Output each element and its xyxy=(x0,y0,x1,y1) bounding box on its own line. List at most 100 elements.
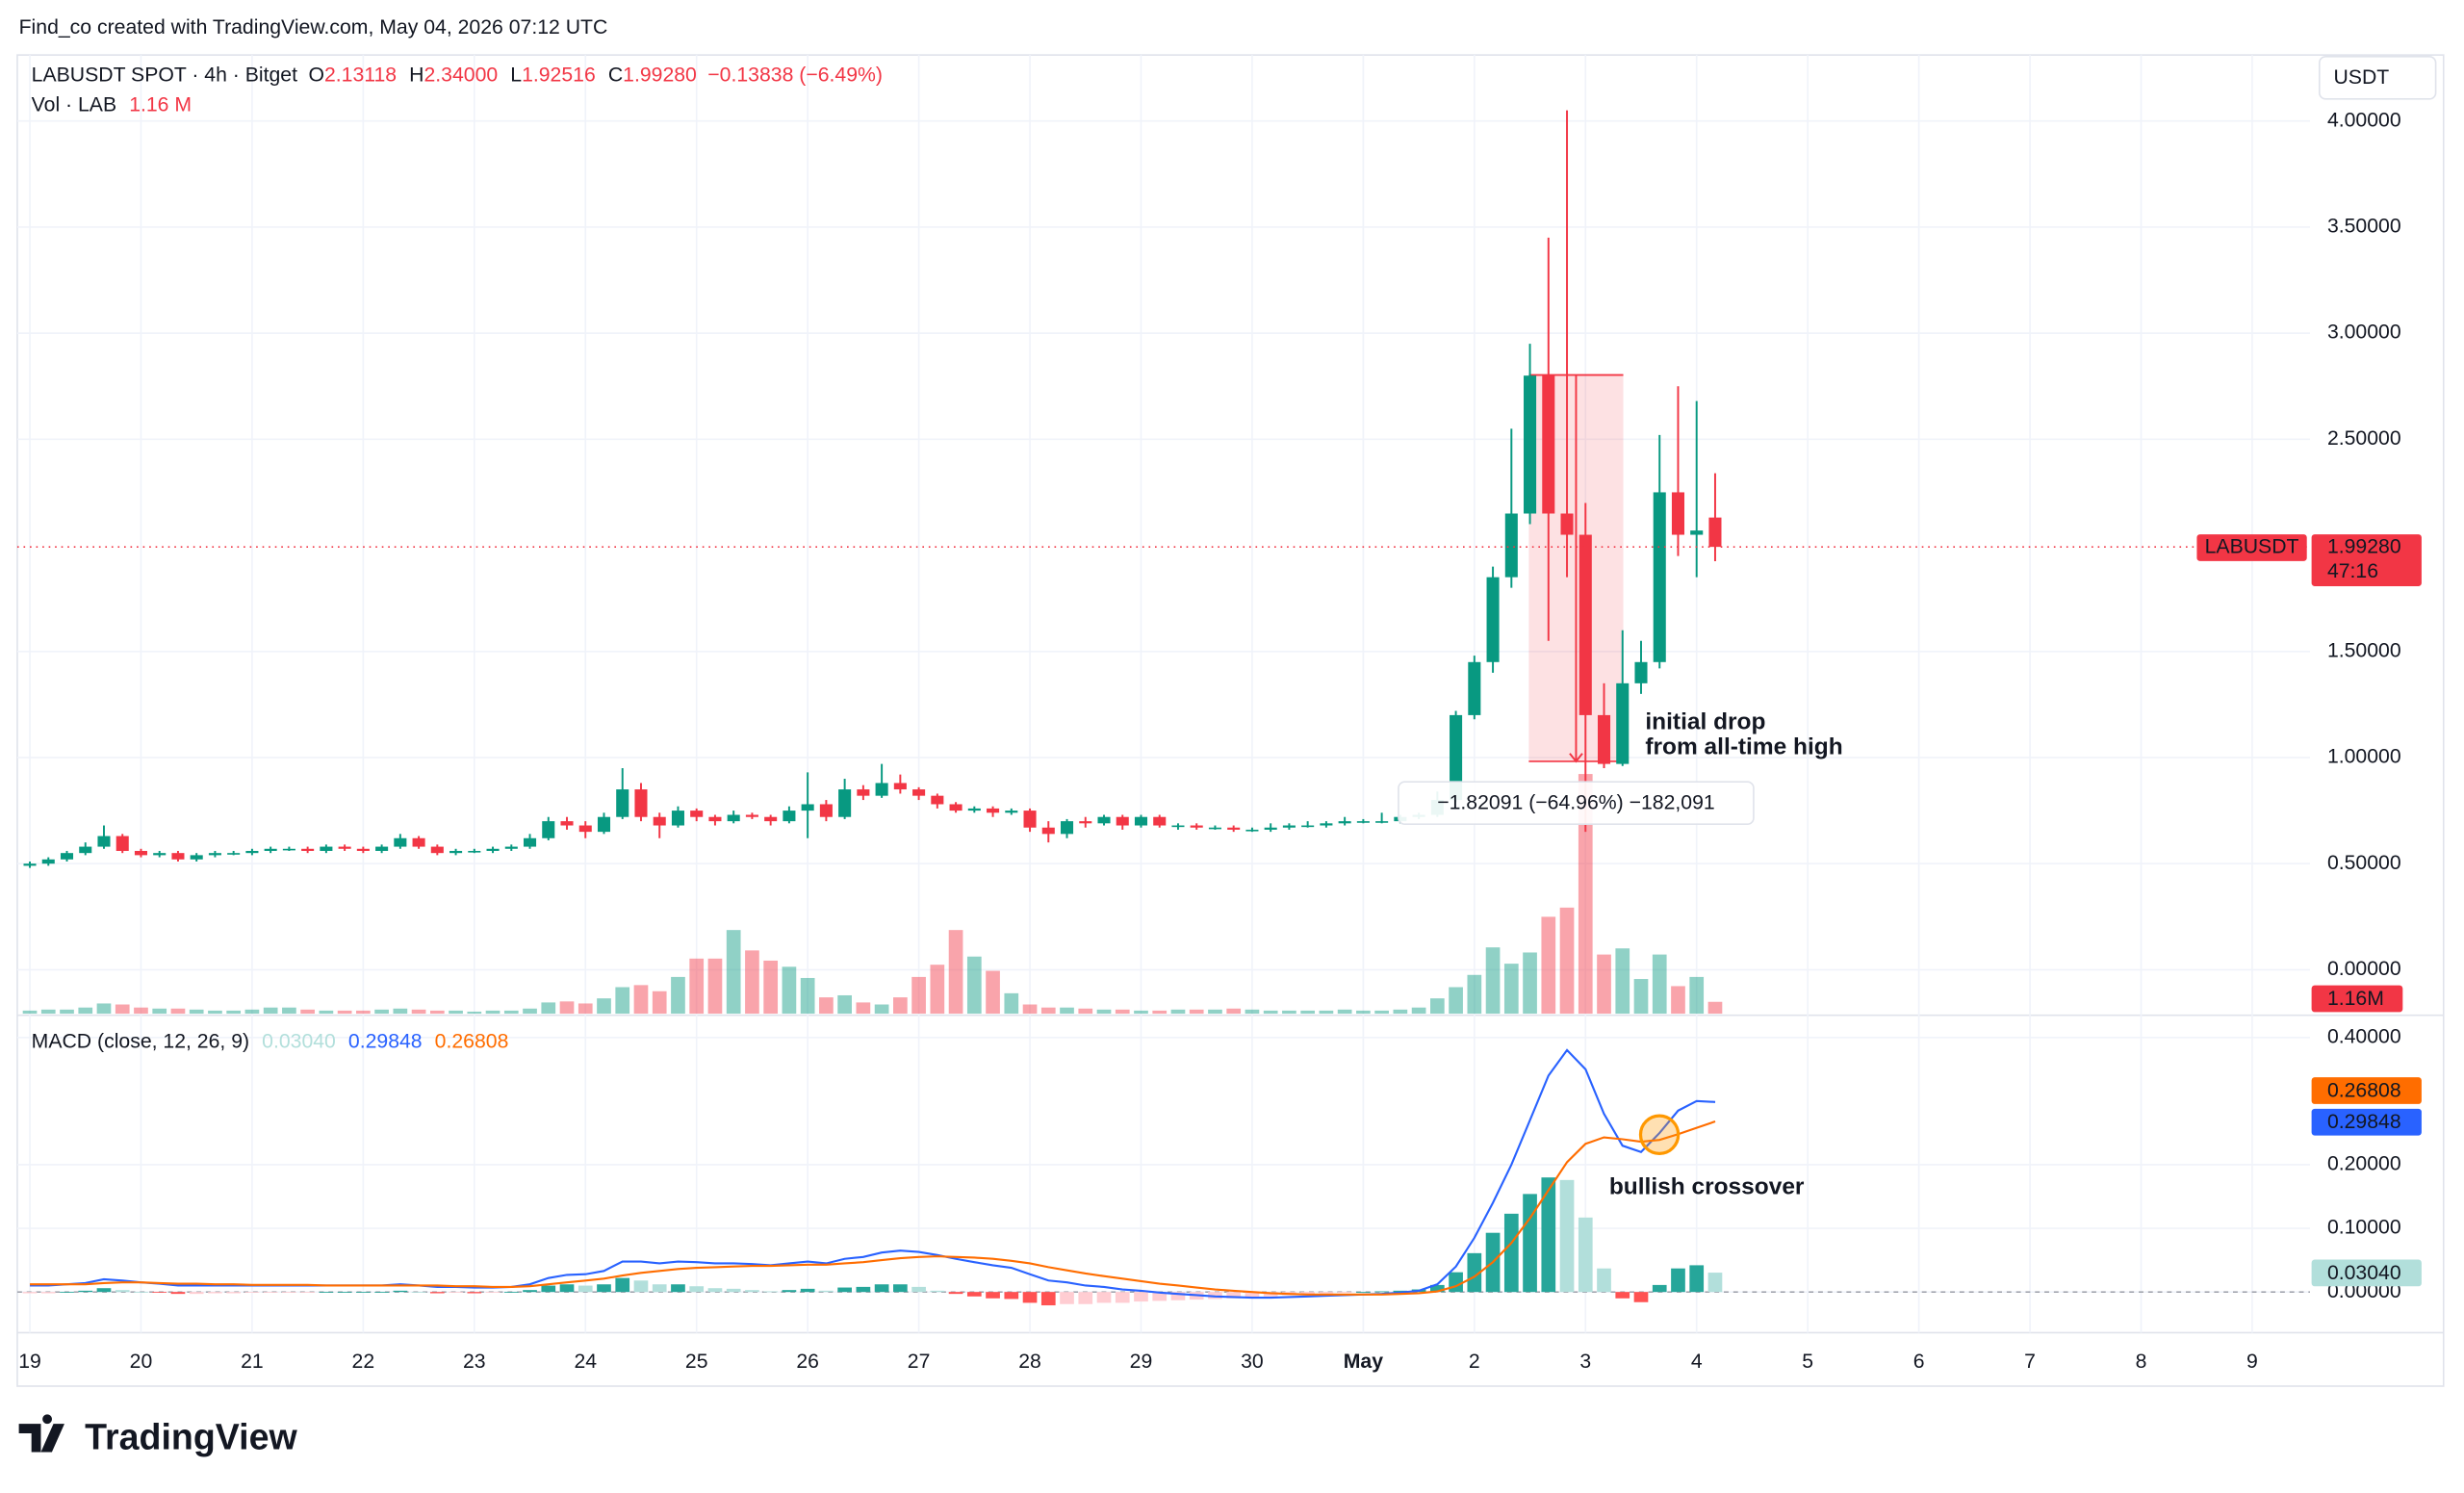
candle-body xyxy=(1338,821,1351,824)
legend-value: 1.92516 xyxy=(522,64,596,86)
y-tick-label: 1.00000 xyxy=(2327,746,2401,768)
x-tick-label: 26 xyxy=(796,1351,819,1373)
candle-body xyxy=(430,846,444,854)
volume-tag-text: 1.16M xyxy=(2327,988,2384,1010)
macd-histogram-bar xyxy=(300,1292,315,1293)
volume-bar xyxy=(60,1009,74,1015)
x-tick-label: 27 xyxy=(908,1351,931,1373)
candle-body xyxy=(578,825,592,833)
volume-bar xyxy=(633,985,649,1015)
y-tick-label: 3.50000 xyxy=(2327,216,2401,238)
volume-bar xyxy=(837,994,852,1015)
volume-bar xyxy=(319,1010,334,1015)
macd-histogram-bar xyxy=(152,1292,167,1293)
change: −0.13838 (−6.49%) xyxy=(707,64,883,86)
volume-bar xyxy=(745,950,759,1015)
currency: USDT xyxy=(2333,66,2389,89)
volume-bar xyxy=(152,1008,167,1015)
volume-bar xyxy=(707,958,723,1015)
macd-histogram-bar xyxy=(1689,1265,1705,1293)
candle-body xyxy=(1134,816,1148,826)
candle-body xyxy=(1282,825,1296,828)
volume-bar xyxy=(856,1002,871,1015)
macd-histogram-bar xyxy=(1393,1290,1408,1293)
legend-value: 2.13118 xyxy=(324,64,397,86)
volume-bar xyxy=(1319,1010,1334,1015)
macd-histogram-bar xyxy=(1671,1268,1685,1293)
y-tick-label: 3.00000 xyxy=(2327,322,2401,344)
macd-histogram-bar xyxy=(1152,1292,1168,1301)
legend-key: L xyxy=(510,64,522,86)
macd-histogram-bar xyxy=(1449,1272,1463,1293)
volume-bar xyxy=(170,1008,186,1015)
candle-body xyxy=(690,811,704,817)
candle-body xyxy=(1153,816,1167,826)
volume-bar xyxy=(559,1001,575,1015)
candle-body xyxy=(264,848,277,851)
macd-histogram-bar xyxy=(745,1290,759,1293)
measure-label: −1.82091 (−64.96%) −182,091 xyxy=(1437,792,1714,814)
legend-key: H xyxy=(409,64,424,86)
candle-body xyxy=(208,853,221,856)
volume-bar xyxy=(1449,987,1463,1015)
macd-histogram-bar xyxy=(170,1292,186,1295)
macd-line xyxy=(30,1120,1716,1296)
candle-body xyxy=(987,808,1000,813)
volume-bar xyxy=(652,991,667,1015)
volume-bar xyxy=(1429,998,1445,1015)
candle-body xyxy=(1524,375,1537,514)
macd-tag-text: 0.03040 xyxy=(2327,1262,2401,1284)
candle-body xyxy=(727,814,740,822)
volume-bar xyxy=(726,930,741,1015)
macd-histogram-bar xyxy=(1040,1292,1056,1306)
volume-bar xyxy=(800,977,815,1015)
volume-bar xyxy=(1282,1010,1296,1015)
candle-body xyxy=(449,850,463,854)
volume-bar xyxy=(96,1003,112,1015)
macd-histogram-bar xyxy=(707,1288,723,1293)
candle-body xyxy=(597,816,611,833)
volume-bar xyxy=(1040,1007,1056,1015)
volume-bar xyxy=(1096,1009,1112,1015)
candle-body xyxy=(504,846,518,849)
macd-histogram-bar xyxy=(1597,1268,1611,1293)
macd-histogram-bar xyxy=(208,1292,222,1294)
candle-body xyxy=(1653,492,1666,662)
overlay: −1.82091 (−64.96%) −182,091 initial dropf… xyxy=(16,55,2437,1287)
volume-bar xyxy=(930,965,945,1015)
candle-body xyxy=(1005,811,1018,813)
volume-bar xyxy=(429,1010,445,1015)
macd-histogram-bar xyxy=(282,1292,296,1293)
candle-body xyxy=(838,789,852,817)
candle-body xyxy=(912,789,926,796)
symbol-tag xyxy=(2196,534,2307,561)
volume-value: 1.16 M xyxy=(129,93,192,116)
legend-value: 2.34000 xyxy=(424,64,498,86)
volume-bar xyxy=(503,1010,519,1015)
volume-bar xyxy=(1374,1010,1389,1015)
macd-histogram-bar xyxy=(893,1284,908,1293)
volume-bar xyxy=(115,1004,130,1015)
y-tick-label: 1.50000 xyxy=(2327,639,2401,661)
x-tick-label: 9 xyxy=(2246,1351,2258,1373)
candle-body xyxy=(282,848,295,851)
candle-body xyxy=(783,811,796,822)
logo-text: TradingView xyxy=(85,1416,297,1456)
candle-body xyxy=(1690,530,1704,535)
volume-bar xyxy=(1022,1004,1038,1015)
candle-body xyxy=(1450,714,1463,801)
candle-body xyxy=(468,850,481,853)
candle-body xyxy=(1116,816,1129,826)
y-tick-label: 0.00000 xyxy=(2327,958,2401,980)
x-tick-label: 28 xyxy=(1018,1351,1041,1373)
candle-body xyxy=(857,789,870,796)
volume-bar xyxy=(874,1004,889,1015)
volume-bar xyxy=(337,1010,352,1015)
volume-bar xyxy=(1300,1010,1316,1015)
macd-histogram-bar xyxy=(1245,1292,1260,1299)
candle-body xyxy=(1671,492,1685,535)
volume-bar xyxy=(1060,1007,1074,1015)
volume-bar xyxy=(449,1010,463,1015)
volume-bar xyxy=(78,1007,93,1015)
y-tick-label: 0.50000 xyxy=(2327,852,2401,874)
